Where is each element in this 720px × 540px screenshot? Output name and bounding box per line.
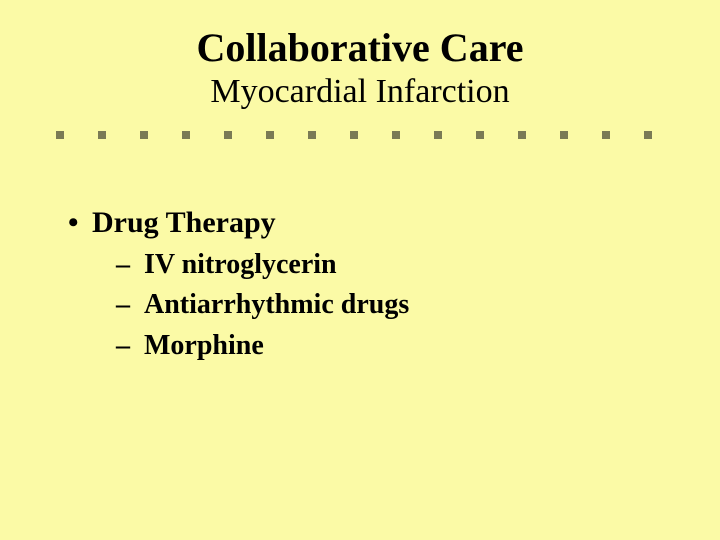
slide-subtitle: Myocardial Infarction: [50, 72, 670, 111]
slide: Collaborative Care Myocardial Infarction…: [0, 0, 720, 540]
sub-item: – IV nitroglycerin: [116, 245, 670, 286]
dash-marker: –: [116, 245, 144, 286]
dash-marker: –: [116, 285, 144, 326]
sub-item: – Morphine: [116, 326, 670, 367]
bullet-marker: •: [60, 201, 92, 245]
sub-label: Antiarrhythmic drugs: [144, 285, 409, 326]
bullet-item: • Drug Therapy: [60, 201, 670, 245]
dash-marker: –: [116, 326, 144, 367]
bullet-label: Drug Therapy: [92, 201, 276, 245]
divider-line: [50, 129, 670, 141]
content-area: • Drug Therapy – IV nitroglycerin – Anti…: [60, 201, 670, 366]
slide-title: Collaborative Care: [50, 26, 670, 70]
sub-label: Morphine: [144, 326, 264, 367]
sub-label: IV nitroglycerin: [144, 245, 337, 286]
sub-item: – Antiarrhythmic drugs: [116, 285, 670, 326]
